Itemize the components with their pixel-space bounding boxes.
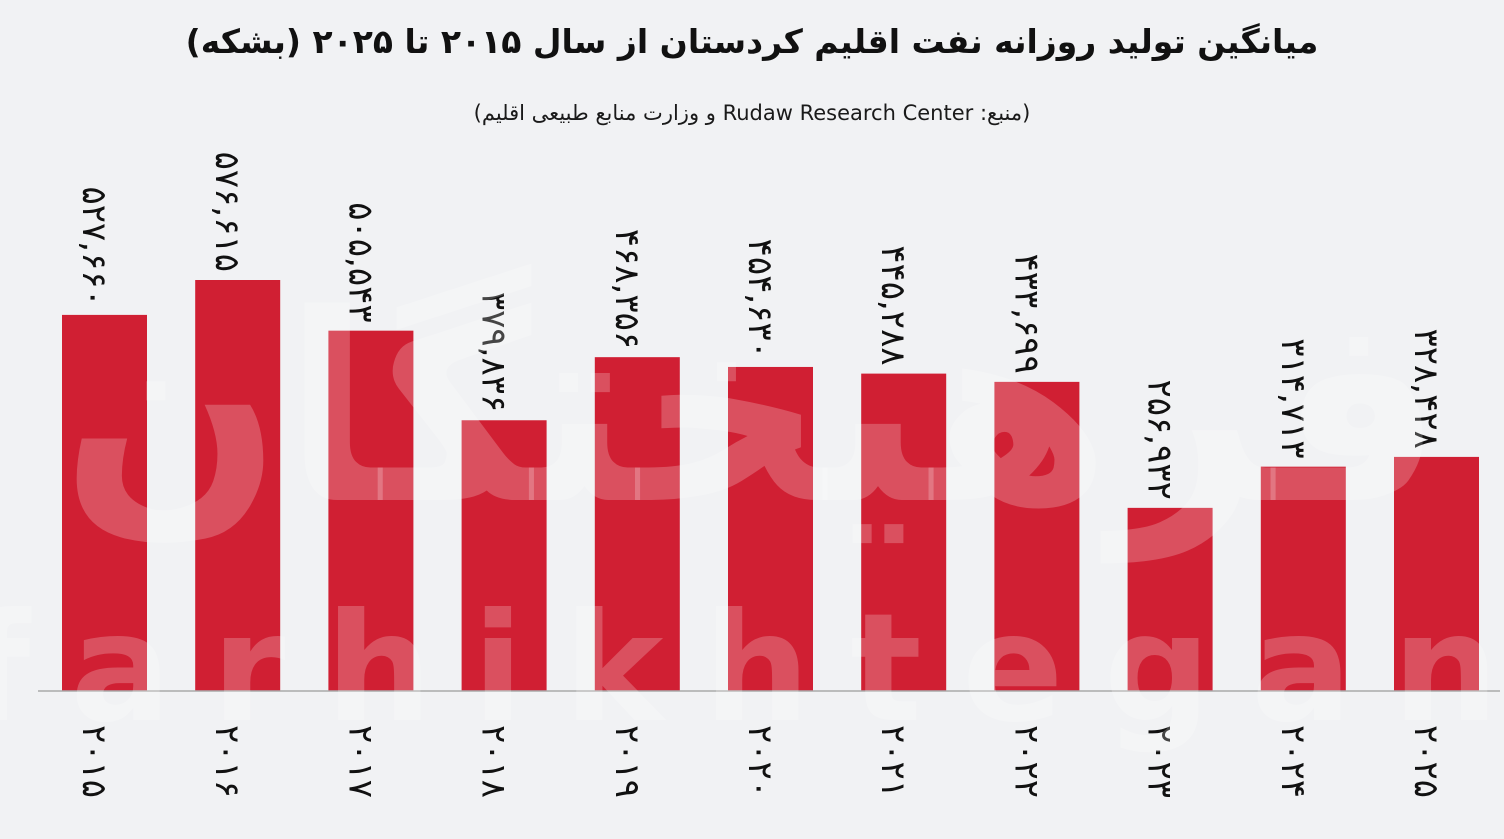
value-label-3: ۳۷۹,۸۳۶ — [474, 292, 514, 412]
x-tick-label-5: ۲۰۲۰ — [740, 725, 780, 798]
chart-subtitle: (منبع: Rudaw Research Center و وزارت منا… — [473, 101, 1031, 125]
bar-0 — [62, 314, 147, 691]
value-labels-group: ۵۲۷,۶۶۰ ۵۷۶,۶۱۵ ۵۰۵,۵۴۳ ۳۷۹,۸۳۶ ۴۶۸,۳۵۶ ۴۵۴,۶… — [74, 152, 1446, 500]
bar-8 — [1127, 507, 1213, 691]
x-tick-label-8: ۲۰۲۳ — [1140, 725, 1180, 798]
x-tick-label-1: ۲۰۱۶ — [207, 725, 247, 798]
value-label-5: ۴۵۴,۶۳۰ — [740, 239, 780, 359]
bar-7 — [994, 381, 1080, 691]
value-label-7: ۴۳۳,۶۹۹ — [1006, 253, 1046, 373]
value-label-2: ۵۰۵,۵۴۳ — [340, 202, 380, 322]
bar-3 — [461, 420, 547, 691]
x-tick-label-3: ۲۰۱۸ — [474, 725, 514, 798]
x-tick-labels-group: ۲۰۱۵ ۲۰۱۶ ۲۰۱۷ ۲۰۱۸ ۲۰۱۹ ۲۰۲۰ ۲۰۲۱ ۲۰۲۲ ۲۰۲۳ ۲۰۲۴… — [74, 725, 1446, 798]
chart-title: میانگین تولید روزانه نفت اقلیم کردستان ا… — [185, 22, 1319, 61]
bar-9 — [1260, 466, 1346, 691]
x-tick-label-6: ۲۰۲۱ — [873, 725, 913, 798]
value-label-9: ۳۱۴,۷۱۳ — [1273, 338, 1313, 458]
bar-4 — [594, 357, 680, 691]
x-tick-label-10: ۲۰۲۵ — [1406, 725, 1446, 798]
x-tick-label-9: ۲۰۲۴ — [1273, 725, 1313, 798]
value-label-8: ۲۵۶,۹۳۲ — [1140, 379, 1180, 499]
x-tick-label-0: ۲۰۱۵ — [74, 725, 114, 798]
value-label-6: ۴۴۵,۲۸۸ — [873, 245, 913, 365]
bar-6 — [861, 373, 947, 691]
value-label-4: ۴۶۸,۳۵۶ — [607, 229, 647, 349]
bar-10 — [1394, 456, 1479, 691]
value-label-10: ۳۲۸,۴۲۸ — [1406, 329, 1446, 449]
x-tick-label-2: ۲۰۱۷ — [340, 725, 380, 798]
x-tick-label-7: ۲۰۲۲ — [1006, 725, 1046, 798]
bar-2 — [328, 330, 414, 691]
bar-1 — [195, 280, 281, 691]
x-tick-label-4: ۲۰۱۹ — [607, 725, 647, 798]
bar-5 — [728, 366, 813, 691]
bars-group — [62, 280, 1479, 691]
value-label-1: ۵۷۶,۶۱۵ — [207, 152, 247, 272]
value-label-0: ۵۲۷,۶۶۰ — [74, 187, 114, 307]
